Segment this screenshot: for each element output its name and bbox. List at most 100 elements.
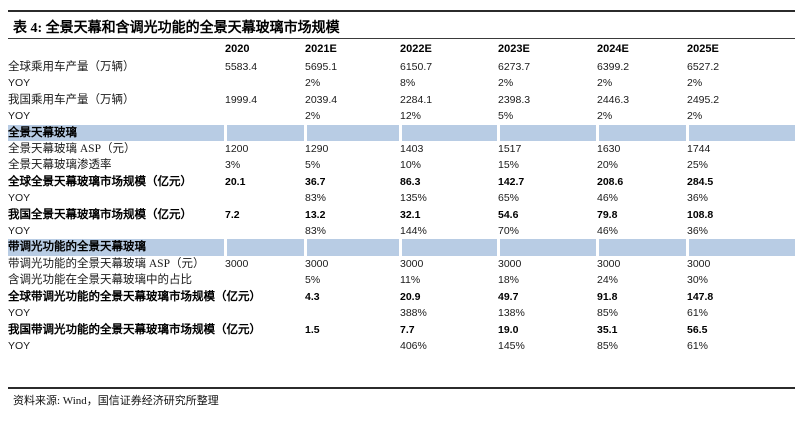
value-cell: 3000 <box>225 257 249 270</box>
value-cell: 20% <box>597 159 619 172</box>
table-body: 全球乘用车产量（万辆） 5583.4 5695.1 6150.7 6273.7 6399.… <box>8 59 795 354</box>
table-row: 我国带调光功能的全景天幕玻璃市场规模（亿元） 1.5 7.7 19.0 35.1 56.5 <box>8 322 795 338</box>
table-row: YOY 406% 145% 85% 61% <box>8 338 795 354</box>
table-row: 全球全景天幕玻璃市场规模（亿元） 20.1 36.7 86.3 142.7 208.6 28… <box>8 174 795 190</box>
table-row: 全景天幕玻璃 ASP（元） 1200 1290 1403 1517 1630 1744 <box>8 141 795 157</box>
market-size-table: 2020 2021E 2022E 2023E 2024E 2025E 全球乘用车产量（万辆… <box>8 40 795 354</box>
value-cell: 5% <box>305 274 321 287</box>
value-cell: 7.7 <box>400 323 415 336</box>
value-cell: 3000 <box>498 257 522 270</box>
header-cell-2022E: 2022E <box>400 43 432 55</box>
value-cell: 20.1 <box>225 175 246 188</box>
value-cell: 6150.7 <box>400 61 433 73</box>
row-label: 全球带调光功能的全景天幕玻璃市场规模（亿元） <box>8 290 261 303</box>
table-header-row: 2020 2021E 2022E 2023E 2024E 2025E <box>8 40 795 59</box>
row-label: YOY <box>8 307 31 320</box>
value-cell <box>687 124 795 142</box>
table-row: YOY 83% 144% 70% 46% 36% <box>8 223 795 239</box>
value-cell: 1403 <box>400 143 424 156</box>
value-cell: 18% <box>498 274 520 287</box>
table-title: 表 4: 全景天幕和含调光功能的全景天幕玻璃市场规模 <box>13 21 340 36</box>
value-cell: 10% <box>400 159 422 172</box>
value-cell: 2% <box>687 77 703 90</box>
table-row: YOY 2% 8% 2% 2% 2% <box>8 75 795 91</box>
value-cell: 3000 <box>597 257 621 270</box>
header-cell-empty <box>8 40 225 59</box>
value-cell <box>400 124 500 142</box>
header-cell-2025E: 2025E <box>687 43 719 55</box>
value-cell: 32.1 <box>400 208 421 221</box>
value-cell: 25% <box>687 159 709 172</box>
table-row: 含调光功能在全景天幕玻璃中的占比 5% 11% 18% 24% 30% <box>8 272 795 288</box>
value-cell <box>400 239 500 256</box>
bottom-rule <box>8 387 795 389</box>
value-cell: 46% <box>597 192 619 205</box>
value-cell: 2% <box>687 110 703 123</box>
value-cell: 406% <box>400 339 427 352</box>
table-row: 带调光功能的全景天幕玻璃 ASP（元） 3000 3000 3000 3000 3000 3… <box>8 256 795 272</box>
header-cell-2024E: 2024E <box>597 43 629 55</box>
value-cell: 284.5 <box>687 175 714 188</box>
value-cell: 2% <box>498 77 514 90</box>
value-cell <box>225 272 305 288</box>
row-label: YOY <box>8 110 31 123</box>
row-label: 全球乘用车产量（万辆） <box>8 61 135 73</box>
value-cell: 36% <box>687 225 709 238</box>
value-cell: 135% <box>400 192 427 205</box>
value-cell <box>225 124 307 142</box>
value-cell: 1290 <box>305 143 329 156</box>
value-cell: 56.5 <box>687 323 708 336</box>
value-cell: 1999.4 <box>225 93 258 106</box>
row-label: 全景天幕玻璃渗透率 <box>8 159 112 172</box>
row-label: 我国带调光功能的全景天幕玻璃市场规模（亿元） <box>8 323 261 336</box>
value-cell <box>225 305 305 321</box>
value-cell <box>305 305 400 321</box>
value-cell <box>498 239 599 256</box>
value-cell <box>225 239 307 256</box>
header-cell-2021E: 2021E <box>305 43 337 55</box>
value-cell: 35.1 <box>597 323 618 336</box>
value-cell <box>225 75 305 91</box>
value-cell: 65% <box>498 192 520 205</box>
row-label: 我国全景天幕玻璃市场规模（亿元） <box>8 208 192 221</box>
row-label: 全景天幕玻璃 <box>8 124 227 142</box>
value-cell: 7.2 <box>225 208 240 221</box>
value-cell <box>225 338 305 354</box>
value-cell <box>498 124 599 142</box>
value-cell <box>225 190 305 206</box>
value-cell: 6527.2 <box>687 61 720 73</box>
value-cell: 2398.3 <box>498 93 531 106</box>
value-cell: 147.8 <box>687 290 714 303</box>
value-cell: 61% <box>687 339 709 352</box>
value-cell: 5695.1 <box>305 61 338 73</box>
section-header-row: 全景天幕玻璃 <box>8 124 795 142</box>
value-cell: 388% <box>400 307 427 320</box>
value-cell: 30% <box>687 274 709 287</box>
value-cell: 24% <box>597 274 619 287</box>
value-cell: 83% <box>305 225 327 238</box>
value-cell: 144% <box>400 225 427 238</box>
value-cell: 49.7 <box>498 290 519 303</box>
value-cell: 2446.3 <box>597 93 630 106</box>
value-cell: 1744 <box>687 143 711 156</box>
table-row: 全球带调光功能的全景天幕玻璃市场规模（亿元） 4.3 20.9 49.7 91.8 147… <box>8 289 795 305</box>
row-label: YOY <box>8 339 31 352</box>
value-cell: 20.9 <box>400 290 421 303</box>
value-cell: 91.8 <box>597 290 618 303</box>
table-row: 我国乘用车产量（万辆） 1999.4 2039.4 2284.1 2398.3 2446.… <box>8 92 795 108</box>
value-cell: 2% <box>305 110 321 123</box>
value-cell: 83% <box>305 192 327 205</box>
value-cell: 138% <box>498 307 525 320</box>
value-cell <box>687 239 795 256</box>
section-header-row: 带调光功能的全景天幕玻璃 <box>8 239 795 256</box>
value-cell: 208.6 <box>597 175 624 188</box>
value-cell: 142.7 <box>498 175 525 188</box>
value-cell: 1630 <box>597 143 621 156</box>
header-cell-2020: 2020 <box>225 43 250 55</box>
row-label: 全球全景天幕玻璃市场规模（亿元） <box>8 175 192 188</box>
value-cell <box>305 338 400 354</box>
top-rule <box>8 10 795 12</box>
table-row: YOY 2% 12% 5% 2% 2% <box>8 108 795 124</box>
value-cell <box>225 223 305 239</box>
